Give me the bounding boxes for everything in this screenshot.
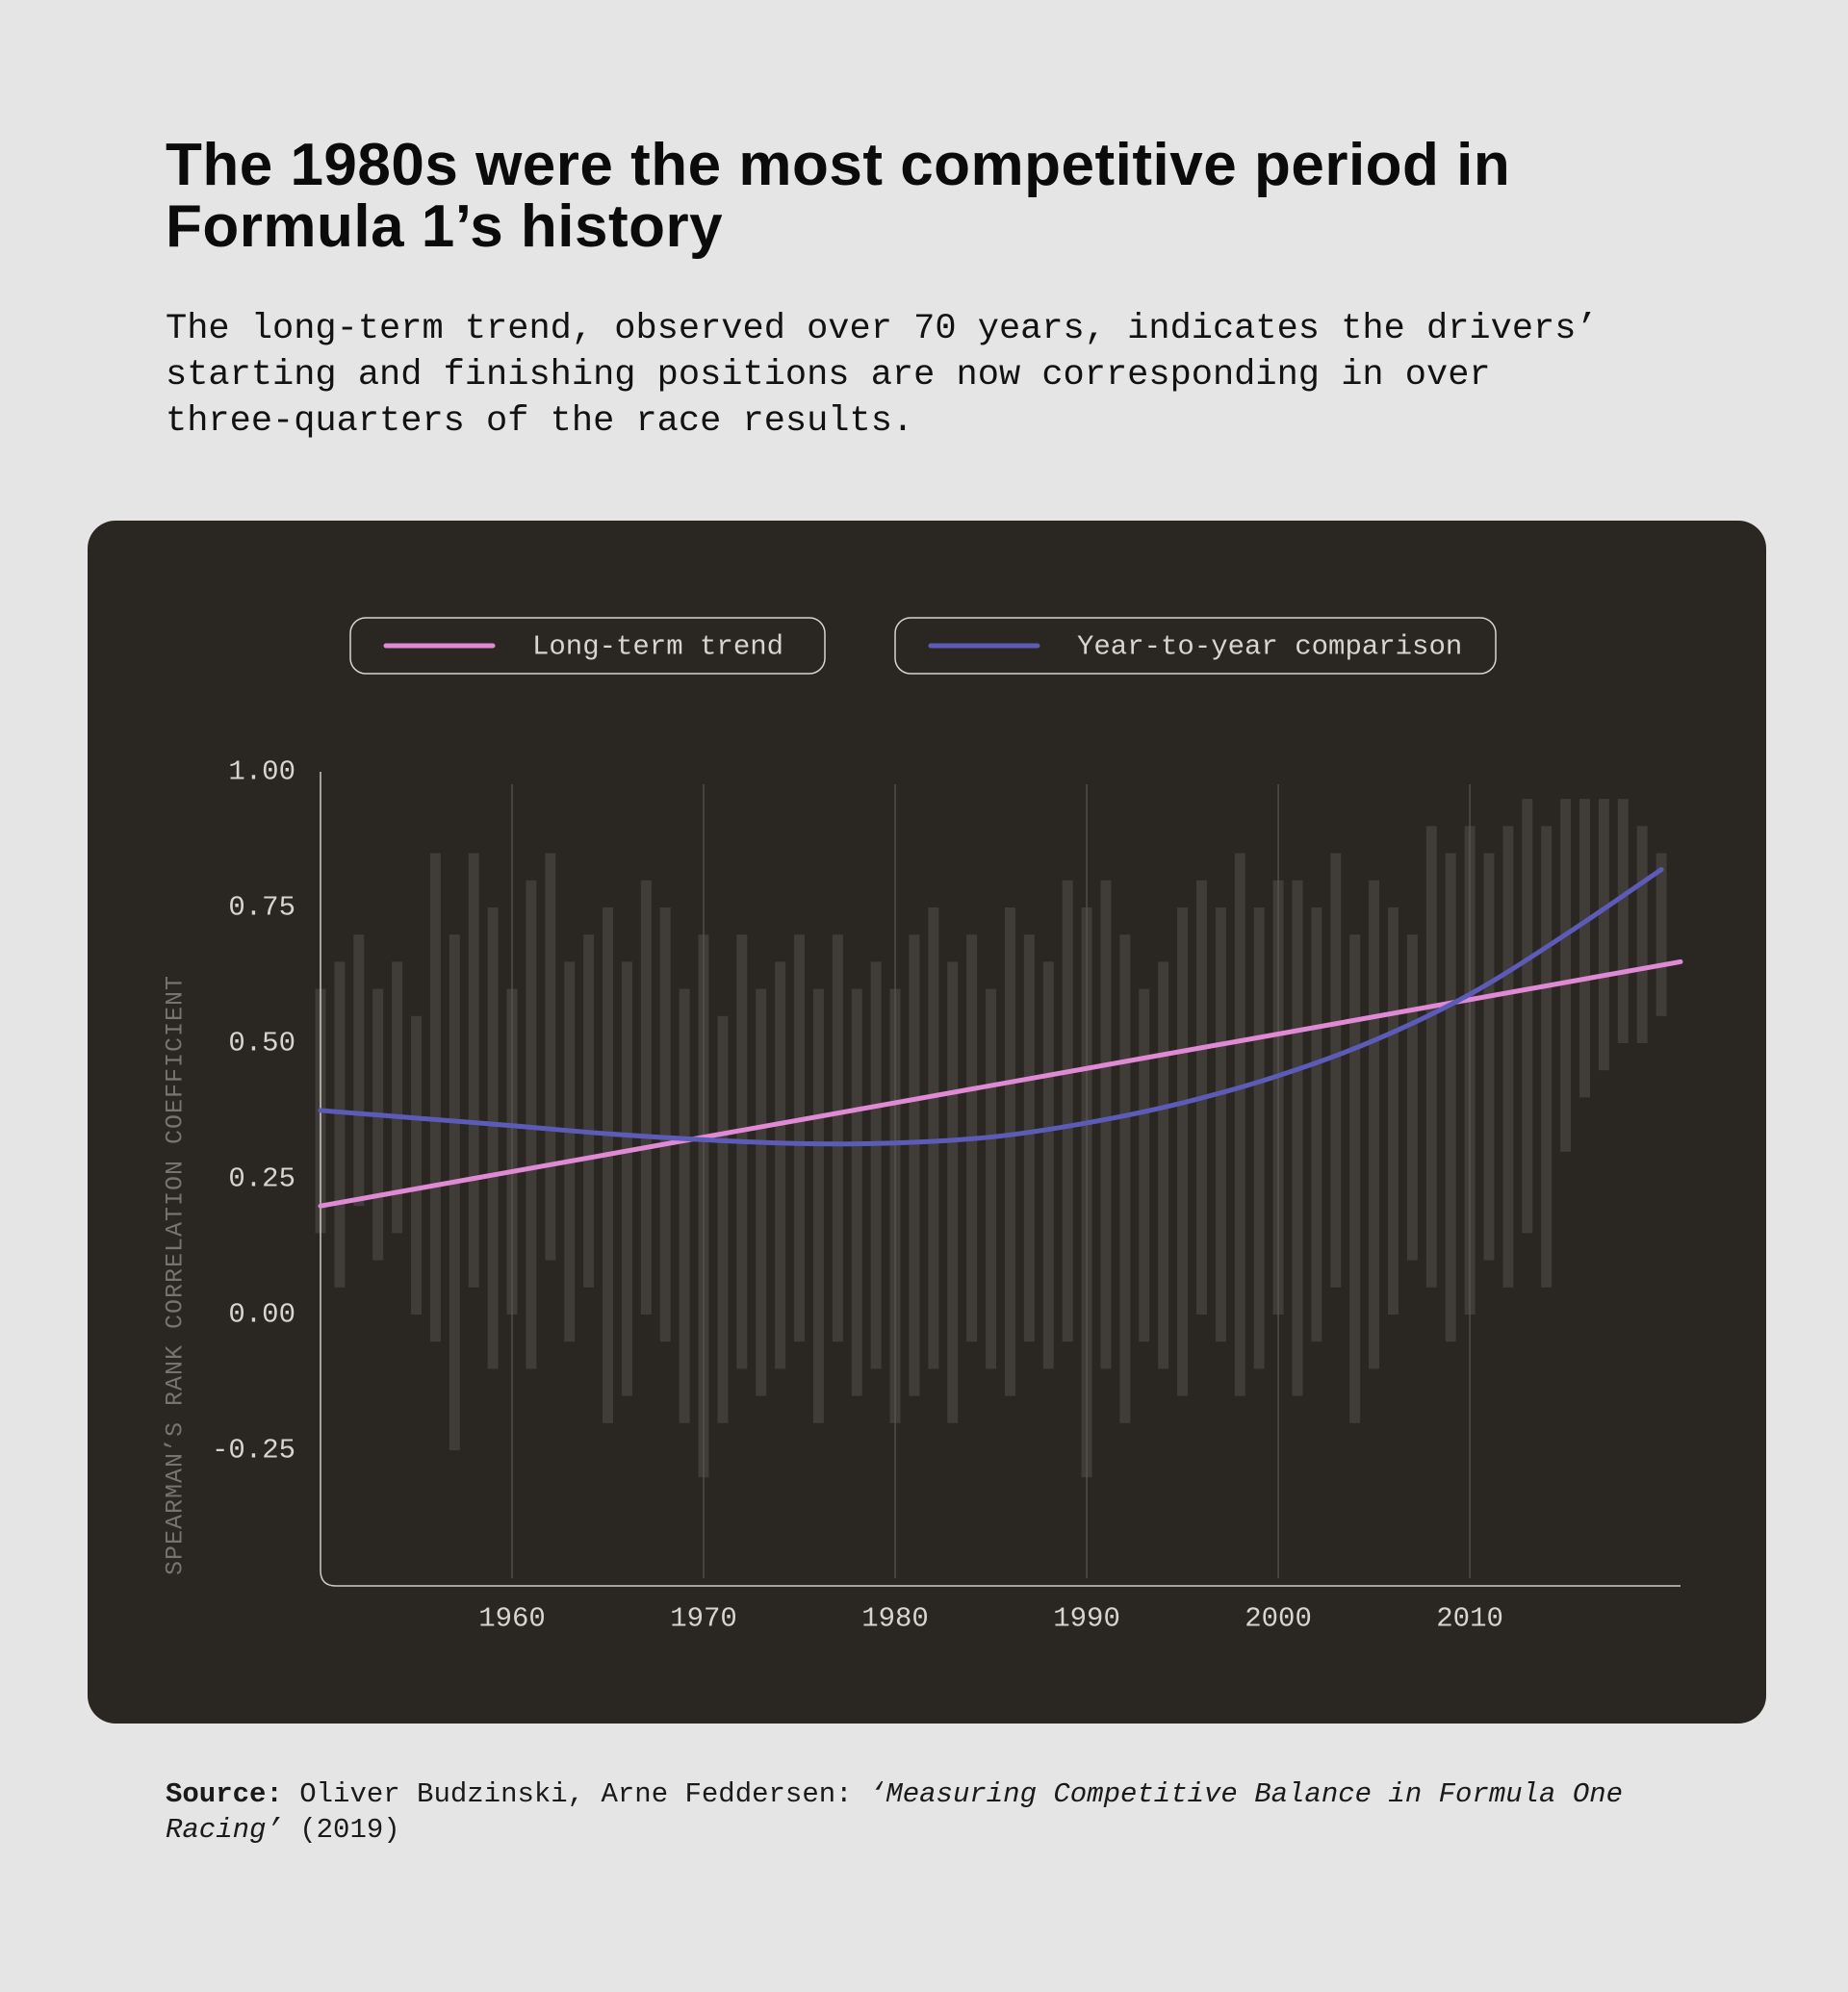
spread-bar bbox=[411, 1015, 422, 1315]
spread-bar bbox=[1292, 880, 1303, 1396]
spread-bar bbox=[928, 907, 939, 1369]
spread-bar bbox=[851, 988, 862, 1396]
spread-bar bbox=[1598, 799, 1609, 1071]
spread-bar bbox=[1177, 907, 1189, 1396]
spread-bar bbox=[1062, 880, 1073, 1342]
spread-bar bbox=[1330, 853, 1342, 1288]
source-label: Source: bbox=[166, 1778, 283, 1810]
series-line bbox=[318, 958, 1683, 1209]
x-tick-label: 2000 bbox=[1245, 1603, 1312, 1635]
axis bbox=[320, 772, 1681, 1587]
y-tick-label: 0.50 bbox=[228, 1028, 295, 1060]
y-axis-title: SPEARMAN’S RANK CORRELATION COEFFICIENT bbox=[162, 975, 190, 1575]
spread-bar bbox=[1215, 907, 1226, 1342]
spread-bar bbox=[372, 988, 384, 1261]
spread-bar bbox=[736, 934, 748, 1369]
spread-bar bbox=[603, 907, 613, 1423]
spread-bar bbox=[1349, 934, 1361, 1423]
spread-bar bbox=[1139, 988, 1150, 1342]
x-tick-label: 1960 bbox=[478, 1603, 546, 1635]
y-tick-label: 0.00 bbox=[228, 1299, 295, 1331]
source-work: ‘Measuring Competitive Balance in Formul… bbox=[166, 1778, 1624, 1846]
spread-bar bbox=[1483, 853, 1495, 1261]
spread-bar bbox=[1100, 880, 1112, 1369]
spread-bar bbox=[909, 934, 920, 1396]
legend-box bbox=[894, 617, 1497, 675]
spread-bar bbox=[583, 934, 595, 1288]
legend-box bbox=[349, 617, 826, 675]
spread-bar bbox=[832, 934, 843, 1342]
spread-bar bbox=[1042, 961, 1054, 1369]
spread-bar bbox=[526, 880, 537, 1369]
spread-bar bbox=[545, 853, 556, 1261]
source-year: (2019) bbox=[299, 1814, 400, 1846]
chart-panel: Long-term trend Year-to-year comparison 19… bbox=[88, 521, 1766, 1724]
spread-bar bbox=[1388, 907, 1399, 1315]
spread-bar bbox=[679, 988, 690, 1423]
spread-bar bbox=[1579, 799, 1590, 1098]
spread-bar bbox=[564, 961, 576, 1342]
legend-label: Year-to-year comparison bbox=[1077, 631, 1462, 663]
spread-bar bbox=[870, 961, 882, 1369]
x-tick-label: 1990 bbox=[1053, 1603, 1120, 1635]
spread-bar bbox=[429, 853, 441, 1342]
spread-bar bbox=[1560, 799, 1572, 1152]
spread-bar bbox=[621, 961, 632, 1396]
spread-bar bbox=[487, 907, 499, 1369]
y-tick-label: 0.75 bbox=[228, 892, 295, 924]
spread-bar bbox=[1636, 826, 1648, 1043]
spread-bar bbox=[717, 1015, 729, 1423]
series-line bbox=[318, 867, 1664, 1147]
spread-bar bbox=[775, 961, 786, 1369]
spread-bar bbox=[1311, 907, 1322, 1342]
spread-bar bbox=[1253, 907, 1265, 1369]
spread-bar bbox=[1541, 826, 1553, 1288]
x-tick-label: 2010 bbox=[1436, 1603, 1503, 1635]
spread-bar bbox=[756, 988, 767, 1396]
spread-bar bbox=[1406, 934, 1418, 1261]
spread-bar bbox=[1425, 826, 1437, 1288]
spread-bar bbox=[1369, 880, 1380, 1369]
spread-bar bbox=[1656, 853, 1667, 1016]
y-tick-label: -0.25 bbox=[212, 1435, 295, 1467]
spread-bar bbox=[468, 853, 479, 1288]
spread-bar bbox=[659, 907, 671, 1342]
y-tick-label: 1.00 bbox=[228, 756, 295, 788]
source: Source: Oliver Budzinski, Arne Feddersen… bbox=[166, 1776, 1667, 1848]
spread-bar bbox=[392, 961, 403, 1234]
spread-bar bbox=[986, 988, 997, 1369]
spread-bar bbox=[1522, 799, 1533, 1234]
legend-label: Long-term trend bbox=[532, 631, 783, 663]
spread-bar bbox=[794, 934, 806, 1342]
spread-bar bbox=[1234, 853, 1245, 1396]
spread-bar bbox=[1004, 907, 1015, 1396]
chart: Long-term trend Year-to-year comparison 19… bbox=[162, 617, 1683, 1635]
spread-bar bbox=[1617, 799, 1629, 1043]
title: The 1980s were the most competitive peri… bbox=[166, 132, 1511, 260]
x-tick-label: 1980 bbox=[861, 1603, 929, 1635]
spread-bar bbox=[1158, 961, 1169, 1369]
y-tick-label: 0.25 bbox=[228, 1163, 295, 1195]
spread-bar bbox=[1445, 853, 1456, 1342]
source-authors: Oliver Budzinski, Arne Feddersen: bbox=[299, 1778, 853, 1810]
spread-bar bbox=[640, 880, 652, 1315]
spread-bar bbox=[353, 934, 365, 1207]
spread-bar bbox=[812, 988, 824, 1423]
spread-bar bbox=[449, 934, 460, 1450]
spread-bar bbox=[1502, 826, 1514, 1288]
spread-bar bbox=[1023, 934, 1035, 1342]
spread-bar bbox=[334, 961, 346, 1288]
spread-bar bbox=[1119, 934, 1131, 1423]
subtitle: The long-term trend, observed over 70 ye… bbox=[166, 309, 1598, 442]
spread-bar bbox=[947, 961, 959, 1423]
x-tick-label: 1970 bbox=[670, 1603, 737, 1635]
